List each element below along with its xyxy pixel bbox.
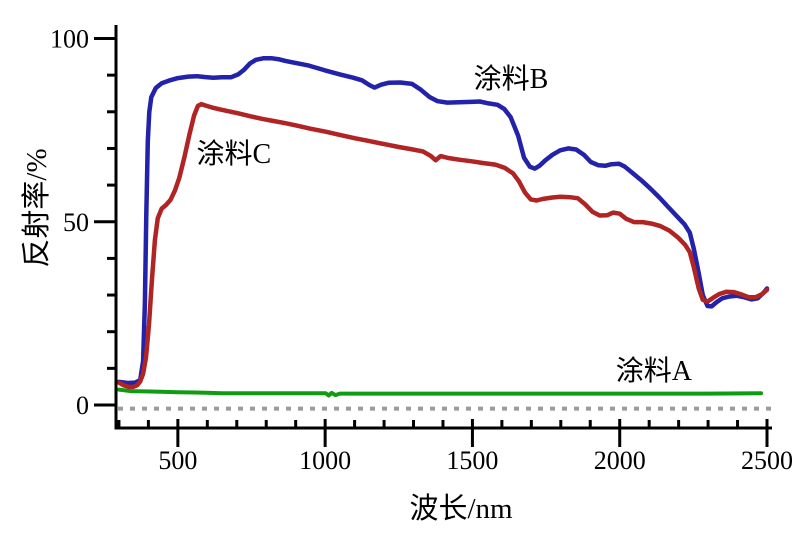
y-axis-title: 反射率/% <box>21 148 53 268</box>
svg-text:0: 0 <box>76 391 89 420</box>
svg-text:2000: 2000 <box>594 446 646 475</box>
series-label-coating-c: 涂料C <box>196 139 272 171</box>
svg-text:500: 500 <box>158 446 197 475</box>
svg-text:1500: 1500 <box>446 446 498 475</box>
svg-text:2500: 2500 <box>741 446 793 475</box>
svg-text:50: 50 <box>63 208 89 237</box>
svg-text:1000: 1000 <box>299 446 351 475</box>
series-label-coating-b: 涂料B <box>473 63 549 95</box>
svg-text:100: 100 <box>50 25 89 54</box>
series-label-coating-a: 涂料A <box>615 356 692 388</box>
x-axis-title: 波长/nm <box>409 493 513 525</box>
